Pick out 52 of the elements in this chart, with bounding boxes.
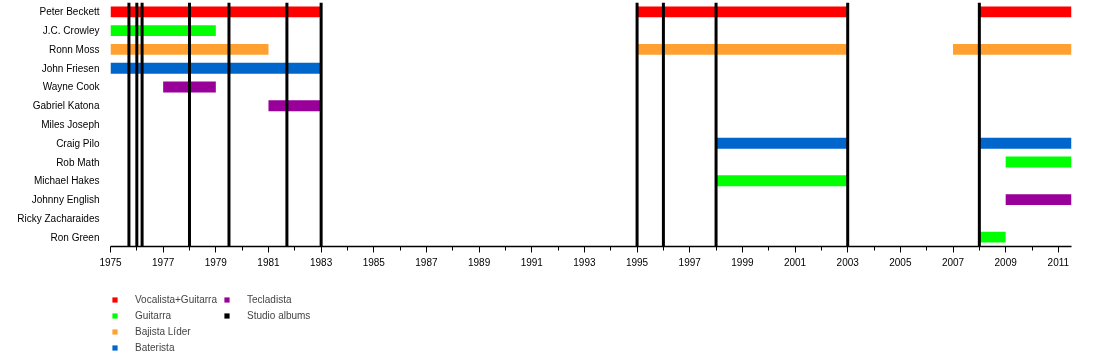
x-tick-label: 1985 — [362, 256, 386, 268]
x-tick-label: 1997 — [678, 256, 702, 268]
bar — [110, 62, 322, 74]
x-tick-label: 2003 — [836, 256, 860, 268]
x-tick-label: 1975 — [99, 256, 123, 268]
legend-label: Studio albums — [247, 310, 311, 321]
y-tick-label: Craig Pilo — [56, 137, 100, 149]
y-tick-label: John Friesen — [41, 62, 100, 74]
y-tick-label: Ron Green — [50, 231, 100, 243]
legend-label: Vocalista+Guitarra — [135, 294, 217, 305]
x-tick-label: 1999 — [731, 256, 754, 268]
legend-label: Baterista — [135, 342, 175, 353]
y-tick-label: Wayne Cook — [42, 81, 101, 93]
bar — [110, 43, 269, 55]
legend-label: Bajista Líder — [135, 326, 191, 337]
y-tick-label: Miles Joseph — [41, 119, 100, 130]
y-tick-label: Johnny English — [31, 194, 100, 206]
y-tick-label: Michael Hakes — [33, 175, 100, 187]
legend-label: Tecladista — [247, 294, 292, 305]
bar — [268, 100, 322, 112]
legend-label: Guitarra — [135, 310, 172, 321]
x-tick-label: 2007 — [941, 256, 965, 268]
y-tick-label: Gabriel Katona — [32, 100, 100, 112]
bar — [979, 231, 1006, 243]
x-tick-label: 1983 — [310, 256, 333, 268]
x-tick-label: 2011 — [1047, 256, 1070, 268]
y-tick-label: J.C. Crowley — [42, 25, 100, 37]
bar — [110, 6, 322, 18]
bar — [716, 175, 848, 187]
x-tick-label: 1991 — [520, 256, 544, 268]
x-tick-label: 1989 — [467, 256, 491, 268]
bar — [1005, 194, 1072, 206]
x-tick-label: 2005 — [889, 256, 912, 268]
bar — [637, 6, 848, 18]
x-tick-label: 1977 — [152, 256, 175, 268]
bar — [1005, 156, 1072, 168]
y-tick-label: Peter Beckett — [39, 6, 100, 18]
bar — [979, 137, 1072, 149]
bar — [637, 43, 848, 55]
bar — [716, 137, 848, 149]
x-tick-label: 2001 — [783, 256, 807, 268]
x-tick-label: 1993 — [573, 256, 596, 268]
x-tick-label: 1995 — [625, 256, 649, 268]
bar — [979, 6, 1072, 18]
x-tick-label: 1979 — [204, 256, 228, 268]
y-tick-label: Ricky Zacharaides — [17, 212, 100, 224]
y-tick-label: Rob Math — [56, 156, 100, 168]
bar — [953, 43, 1072, 55]
x-tick-label: 1987 — [415, 256, 439, 268]
y-tick-label: Ronn Moss — [48, 43, 100, 55]
x-tick-label: 1981 — [257, 256, 281, 268]
x-tick-label: 2009 — [994, 256, 1018, 268]
